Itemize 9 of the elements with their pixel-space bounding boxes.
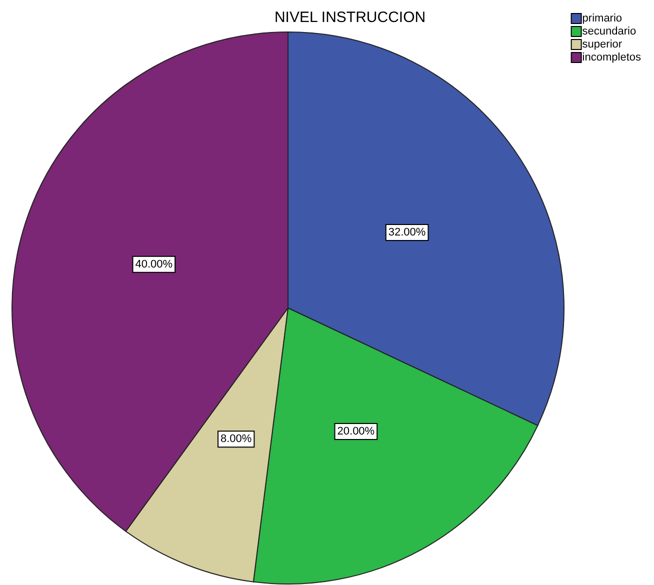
legend-label: superior — [582, 38, 622, 50]
chart-title: NIVEL INSTRUCCION — [274, 9, 426, 26]
data-label: 40.00% — [135, 258, 173, 270]
legend-label: secundario — [582, 26, 636, 38]
legend-label: incompletos — [582, 52, 642, 64]
data-label: 20.00% — [337, 426, 375, 438]
data-label: 32.00% — [388, 226, 426, 238]
data-label: 8.00% — [220, 433, 252, 446]
legend-label: primario — [582, 12, 622, 24]
